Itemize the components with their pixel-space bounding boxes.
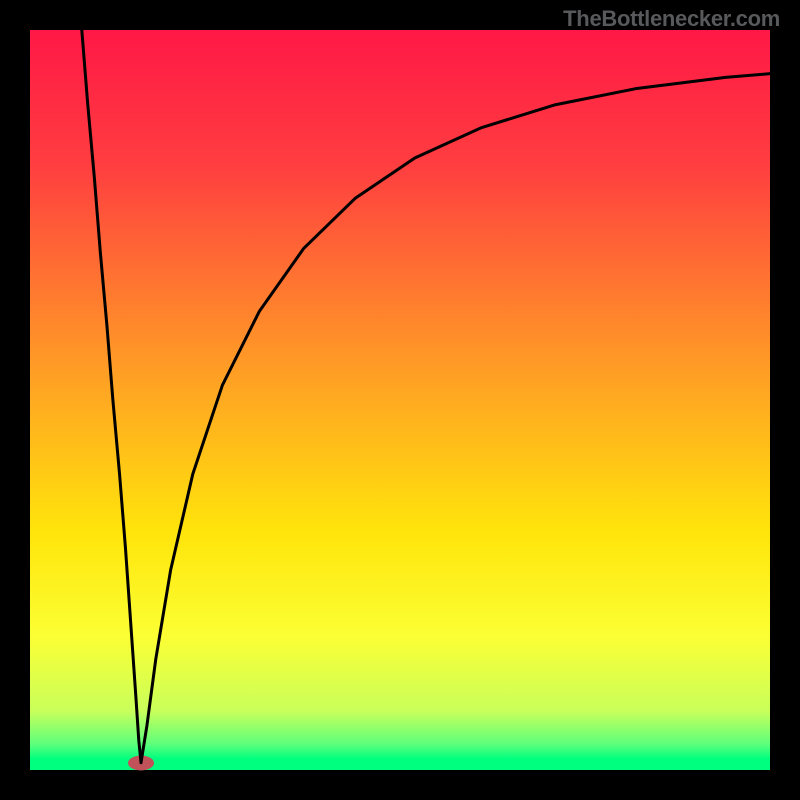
minimum-marker bbox=[128, 755, 154, 770]
chart-container: { "meta": { "watermark_text": "TheBottle… bbox=[0, 0, 800, 800]
watermark-text: TheBottlenecker.com bbox=[563, 6, 780, 32]
plot-area bbox=[30, 30, 770, 770]
gradient-background bbox=[30, 30, 770, 770]
